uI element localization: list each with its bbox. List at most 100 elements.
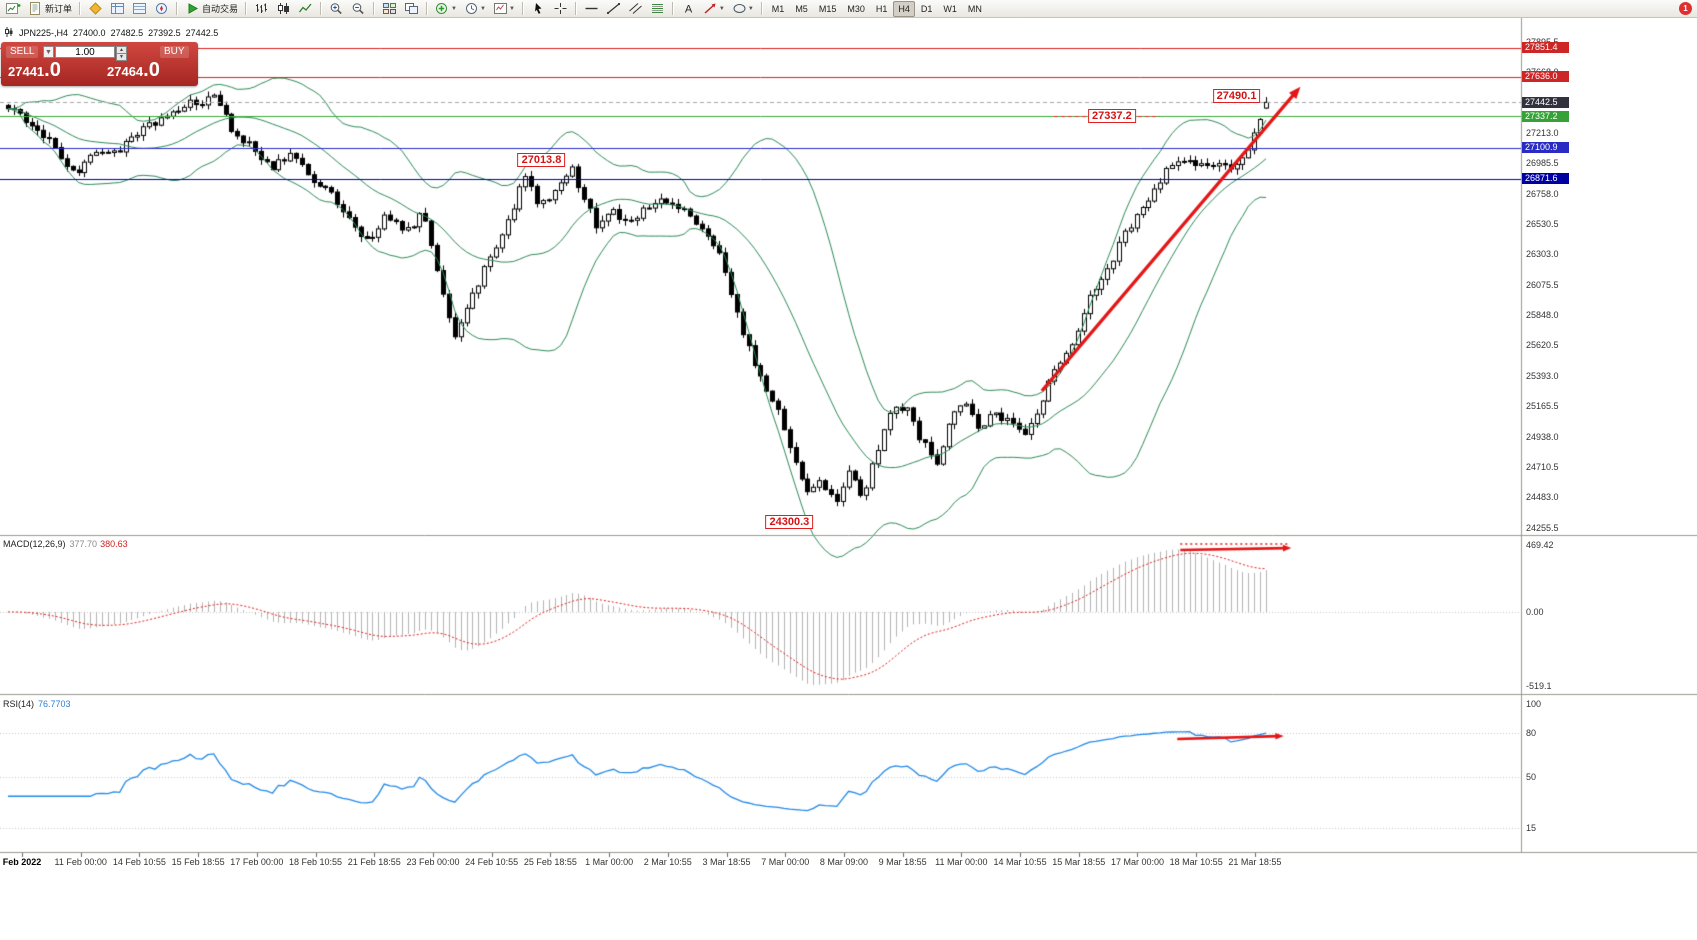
- timeframe-W1[interactable]: W1: [943, 3, 957, 14]
- diamond-icon-button[interactable]: [85, 0, 106, 18]
- data-window-icon: [132, 2, 147, 15]
- navigator-icon: [154, 2, 169, 15]
- cycles-icon-button[interactable]: ▼: [461, 0, 489, 18]
- ohlc-low: 27392.5: [148, 28, 181, 38]
- cascade-windows-icon-button[interactable]: [401, 0, 422, 18]
- new-order-button[interactable]: 新订单: [25, 0, 75, 18]
- dropdown-caret-icon: ▼: [747, 5, 754, 12]
- dropdown-caret-icon: ▼: [479, 5, 486, 12]
- volume-stepper[interactable]: ▲ ▼: [116, 46, 127, 61]
- time-axis-label: 17 Feb 00:00: [230, 857, 284, 867]
- zoom-out-icon: [351, 2, 366, 15]
- toolbar-separator: [760, 2, 763, 15]
- chart-line-icon-button[interactable]: [295, 0, 316, 18]
- macd-axis-tick: 469.42: [1526, 540, 1554, 551]
- time-axis-label: 11 Mar 00:00: [935, 857, 988, 867]
- rsi-axis-tick: 100: [1526, 699, 1542, 709]
- timeframe-D1[interactable]: D1: [920, 3, 933, 14]
- rsi-value: 76.7703: [38, 699, 71, 709]
- price-axis-tick: 25620.5: [1526, 340, 1559, 351]
- timeframe-H4[interactable]: H4: [893, 0, 915, 17]
- tile-windows-icon-button[interactable]: [379, 0, 400, 18]
- chart-candles-icon: [276, 2, 291, 15]
- channel-icon: [628, 2, 643, 15]
- timeframe-M5[interactable]: M5: [795, 3, 808, 14]
- arrows-tool-icon-button[interactable]: ▼: [700, 0, 728, 18]
- navigator-icon-button[interactable]: [151, 0, 172, 18]
- svg-text:A: A: [685, 4, 693, 16]
- chart-bars-icon-button[interactable]: [251, 0, 272, 18]
- arrows-tool-icon: [703, 2, 718, 15]
- zoom-out-icon-button[interactable]: [348, 0, 369, 18]
- ohlc-close: 27442.5: [185, 28, 219, 38]
- time-axis-label: 14 Mar 10:55: [993, 857, 1047, 867]
- trendline-icon: [606, 2, 621, 15]
- text-tool-icon-button[interactable]: A: [678, 0, 699, 18]
- sell-button[interactable]: SELL 27441.0: [1, 42, 99, 86]
- crosshair-icon-button[interactable]: [550, 0, 571, 18]
- timeframe-M15[interactable]: M15: [818, 3, 837, 14]
- dropdown-caret-icon: ▼: [508, 5, 515, 12]
- buy-price: 27464.0: [107, 59, 160, 81]
- buy-button[interactable]: BUY 27464.0: [100, 42, 198, 86]
- cursor-icon-button[interactable]: [528, 0, 549, 18]
- price-axis-badge: 27337.2: [1522, 110, 1569, 122]
- autotrade-icon: [185, 2, 200, 15]
- time-axis-label: 21 Mar 18:55: [1228, 857, 1282, 867]
- toolbar-separator: [320, 2, 323, 15]
- rsi-name: RSI(14): [3, 699, 35, 709]
- text-tool-icon: A: [681, 2, 696, 16]
- ohlc-high: 27482.5: [110, 28, 144, 38]
- add-indicator-icon-button[interactable]: ▼: [432, 0, 460, 18]
- toolbar-separator: [521, 2, 524, 15]
- price-axis-badge: 26871.6: [1522, 173, 1569, 185]
- time-axis-label: 18 Mar 10:55: [1169, 857, 1223, 867]
- price-axis-badge: 27636.0: [1522, 71, 1569, 83]
- channel-icon-button[interactable]: [625, 0, 646, 18]
- volume-input[interactable]: [55, 46, 115, 58]
- fibonacci-icon-button[interactable]: [647, 0, 668, 18]
- new-chart-icon-button[interactable]: [3, 0, 24, 18]
- time-axis-label: 15 Feb 18:55: [171, 857, 225, 867]
- time-axis-label: 17 Mar 00:00: [1110, 857, 1165, 867]
- cycles-icon: [464, 2, 479, 15]
- notifications-badge[interactable]: 1: [1679, 2, 1692, 15]
- price-axis-tick: 26985.5: [1526, 158, 1559, 169]
- volume-up-icon[interactable]: ▲: [116, 46, 127, 54]
- price-axis-tick: 26758.0: [1526, 188, 1559, 199]
- volume-down-icon[interactable]: ▼: [116, 54, 127, 61]
- timeframe-MN[interactable]: MN: [967, 3, 982, 14]
- market-watch-icon-button[interactable]: [107, 0, 128, 18]
- chart-icon: [4, 27, 14, 39]
- price-axis-badge: 27442.5: [1522, 96, 1569, 108]
- shapes-tool-icon-button[interactable]: ▼: [729, 0, 757, 18]
- time-axis-label: 18 Feb 10:55: [289, 857, 343, 867]
- price-axis-tick: 27213.0: [1526, 128, 1559, 138]
- volume-dropdown[interactable]: ▼: [43, 46, 54, 58]
- cursor-icon: [531, 2, 546, 15]
- ohlc-open: 27400.0: [73, 28, 106, 38]
- zoom-in-icon-button[interactable]: [326, 0, 347, 18]
- price-axis-tick: 25848.0: [1526, 310, 1559, 321]
- time-axis-label: 8 Mar 09:00: [819, 857, 868, 867]
- trendline-icon-button[interactable]: [603, 0, 624, 18]
- templates-icon-button[interactable]: ▼: [490, 0, 518, 18]
- timeframe-H1[interactable]: H1: [875, 3, 888, 14]
- price-annotation: 27013.8: [517, 152, 566, 167]
- crosshair-icon: [553, 2, 568, 15]
- time-axis-label: 14 Feb 10:55: [112, 857, 166, 867]
- toolbar-separator: [671, 2, 674, 15]
- market-watch-icon: [110, 2, 125, 15]
- chart-candles-icon-button[interactable]: [273, 0, 294, 18]
- tile-windows-icon: [382, 2, 397, 15]
- chart-canvas[interactable]: [0, 18, 1697, 940]
- autotrade-button[interactable]: 自动交易: [182, 0, 241, 18]
- new-order-icon: [28, 2, 43, 15]
- timeframe-M1[interactable]: M1: [771, 3, 785, 14]
- time-axis-label: 3 Mar 18:55: [702, 857, 751, 867]
- hline-icon-button[interactable]: [581, 0, 602, 18]
- toolbar-separator: [426, 2, 429, 15]
- templates-icon: [493, 2, 508, 15]
- data-window-icon-button[interactable]: [129, 0, 150, 18]
- timeframe-M30[interactable]: M30: [847, 3, 865, 14]
